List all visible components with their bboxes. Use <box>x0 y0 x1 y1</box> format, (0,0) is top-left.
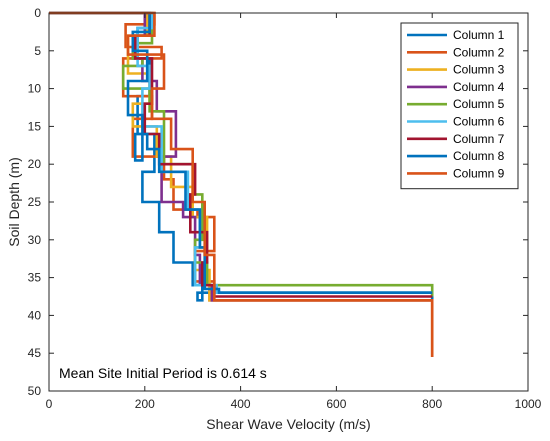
series-line-7 <box>49 11 433 298</box>
y-tick-label: 20 <box>28 157 42 171</box>
annotation-text: Mean Site Initial Period is 0.614 s <box>59 365 267 381</box>
y-tick-label: 15 <box>28 119 42 133</box>
legend-entry-label: Column 2 <box>453 45 505 59</box>
y-tick-label: 5 <box>34 44 41 58</box>
legend-entry-label: Column 8 <box>453 149 505 163</box>
y-tick-label: 30 <box>28 233 42 247</box>
axes-layer: 0 200 400 600 800 1000 0 5 10 15 20 25 30 35 40 45 50 <box>28 6 542 411</box>
x-tick-label: 800 <box>422 397 442 411</box>
legend-entry-label: Column 1 <box>453 28 505 42</box>
y-tick-label: 40 <box>28 308 42 322</box>
y-tick-label: 10 <box>28 82 42 96</box>
legend-box <box>400 22 519 190</box>
x-tick-label: 400 <box>231 397 251 411</box>
legend-entry-label: Column 4 <box>453 80 505 94</box>
legend: Column 1 Column 2 Column 3 Column 4 Column 5… <box>400 22 519 190</box>
legend-entry-label: Column 9 <box>453 166 505 180</box>
y-tick-label: 35 <box>28 271 42 285</box>
x-tick-label: 200 <box>135 397 155 411</box>
x-tick-label: 1000 <box>515 397 542 411</box>
y-tick-label: 45 <box>28 346 42 360</box>
series-line-9 <box>49 11 434 357</box>
y-tick-label: 50 <box>28 384 42 398</box>
series-layer <box>49 11 434 357</box>
legend-entry-label: Column 5 <box>453 97 505 111</box>
legend-entry-label: Column 3 <box>453 63 505 77</box>
y-tick-label: 0 <box>34 6 41 20</box>
x-tick-label: 0 <box>46 397 53 411</box>
legend-entry-label: Column 7 <box>453 132 505 146</box>
y-axis-title: Soil Depth (m) <box>6 157 22 246</box>
x-axis-title: Shear Wave Velocity (m/s) <box>206 416 370 432</box>
y-tick-label: 25 <box>28 195 42 209</box>
legend-entry-label: Column 6 <box>453 115 505 129</box>
x-tick-label: 600 <box>326 397 346 411</box>
